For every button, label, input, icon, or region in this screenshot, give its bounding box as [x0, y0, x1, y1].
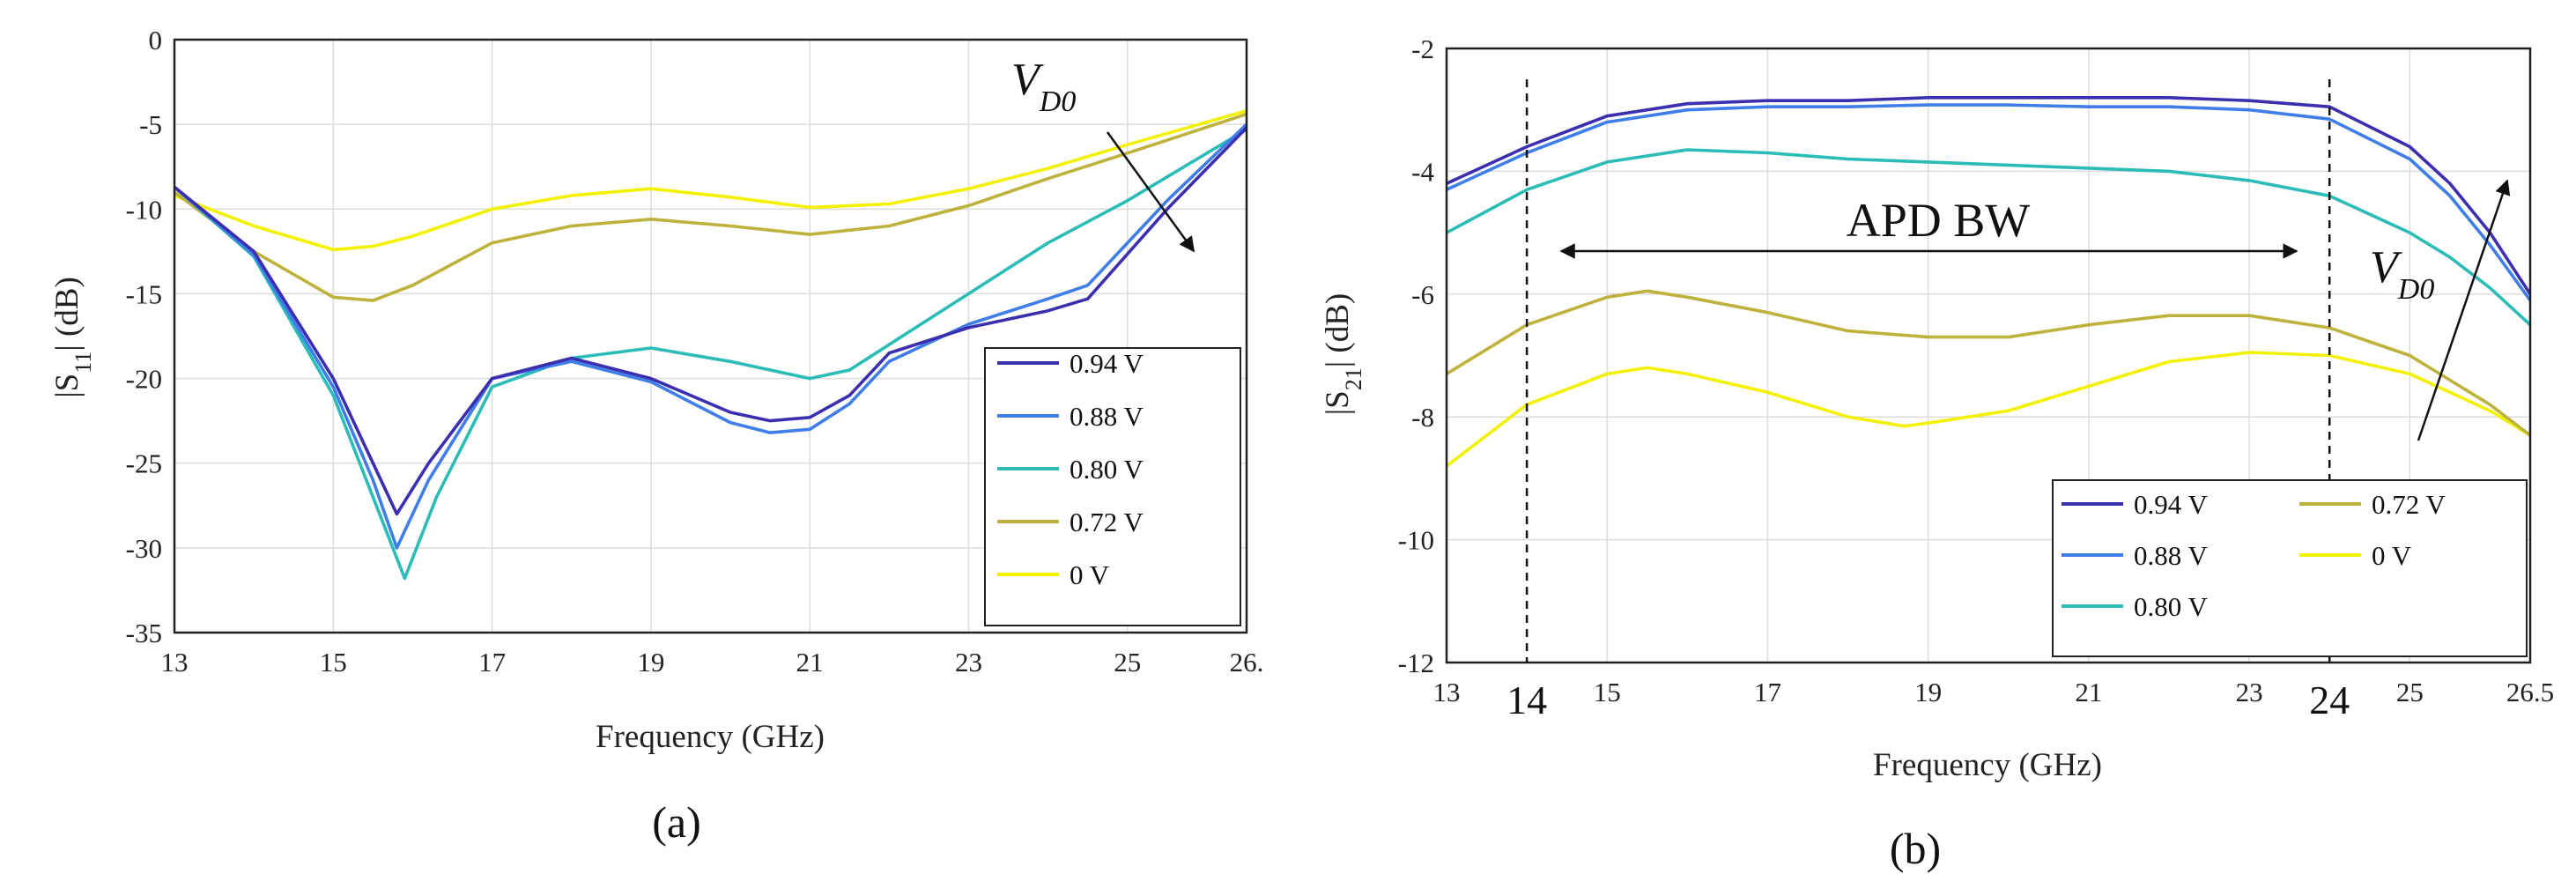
y-tick-label: -4 [1411, 156, 1434, 187]
y-tick-label: 0 [149, 25, 163, 56]
x-tick-label: 13 [161, 647, 189, 678]
legend-label: 0.88 V [2134, 540, 2208, 571]
legend-label: 0.94 V [2134, 489, 2208, 520]
y-tick-label: -20 [126, 364, 162, 395]
x-tick-label: 23 [2236, 677, 2263, 707]
panel-a-y-axis-label: |S11| (dB) [49, 277, 96, 398]
series-line-0-94-V [173, 126, 1248, 516]
y-tick-label: -12 [1398, 648, 1434, 678]
y-tick-label: -15 [126, 278, 162, 309]
x-tick-label: 26. [1230, 647, 1264, 678]
y-tick-label: -5 [139, 109, 162, 140]
y-tick-label: -10 [1398, 525, 1434, 556]
panel-a-vd0-annotation: VD0 [1011, 55, 1076, 118]
series-line-0-80-V [1446, 148, 2532, 327]
panel-a-gridlines [174, 39, 1247, 633]
legend-label: 0.88 V [1070, 401, 1144, 432]
panel-b-plot-frame [1445, 47, 2532, 664]
panel-a-legend [984, 347, 1241, 626]
legend-label: 0.72 V [1070, 507, 1144, 537]
apd-bw-label: APD BW [1847, 194, 2031, 247]
panel-b-caption: (b) [1890, 824, 1941, 873]
x-tick-label: 13 [1433, 677, 1461, 707]
series-line-0-88-V [173, 122, 1248, 550]
legend-label: 0.80 V [2134, 591, 2208, 622]
panel-a-caption: (a) [652, 797, 701, 847]
panel-a-plot-frame [173, 38, 1248, 634]
series-line-0-V [1445, 351, 2531, 468]
legend-label: 0 V [1070, 559, 1110, 590]
x-tick-label: 21 [796, 647, 824, 678]
x-tick-label: 15 [320, 647, 347, 678]
panel-a-x-ticks: 13 15 17 19 21 23 25 26. [161, 647, 1264, 678]
y-tick-label: -30 [126, 533, 162, 564]
panel-b-vd0-arrow [2417, 179, 2511, 441]
series-line-0-94-V [1446, 96, 2532, 295]
x-tick-label: 19 [1914, 677, 1942, 707]
series-line-0-72-V [1446, 289, 2532, 437]
panel-b-y-ticks: -2 -4 -6 -8 -10 -12 [1398, 33, 1435, 678]
bw-marker-label: 24 [2309, 678, 2350, 722]
panel-b-legend [2052, 479, 2528, 657]
panel-b-x-ticks: 13 15 17 19 21 23 25 26.5 [1433, 677, 2555, 707]
panel-a-legend-entries: 0.94 V 0.88 V 0.80 V 0.72 V 0 V [997, 348, 1144, 590]
panel-a-s11: 0-5-10-15-20-25-30-35 13 15 17 19 21 23 25 26. … [49, 25, 1263, 847]
x-tick-label: 21 [2075, 677, 2102, 707]
y-tick-label: -10 [126, 194, 162, 225]
legend-label: 0.94 V [1070, 348, 1144, 379]
legend-label: 0.80 V [1070, 454, 1144, 485]
panel-a-series [173, 109, 1248, 581]
x-tick-label: 25 [1114, 647, 1141, 678]
panel-a-y-ticks: 0 -5 -10 -15 -20 -25 -30 -35 [126, 25, 162, 648]
panel-a-vd0-arrow [1106, 131, 1195, 253]
x-tick-label: 26.5 [2506, 677, 2554, 707]
panel-b-y-axis-label: |S21| (dB) [1320, 293, 1366, 415]
legend-label: 0 V [2372, 540, 2412, 571]
x-tick-label: 17 [478, 647, 506, 678]
panel-b-legend-entries: 0.94 V 0.88 V 0.80 V 0.72 V 0 V [2062, 489, 2446, 622]
series-line-0-80-V [173, 128, 1247, 581]
y-tick-label: -35 [126, 618, 162, 648]
y-tick-label: -8 [1411, 402, 1434, 433]
x-tick-label: 17 [1754, 677, 1781, 707]
x-tick-label: 23 [955, 647, 982, 678]
y-tick-label: -6 [1411, 279, 1434, 310]
panel-b-series [1445, 96, 2532, 468]
series-line-0-V [174, 109, 1247, 252]
panel-b-s21: 14 24 -2 -4 -6 -8 -10 -12 13 15 17 19 21 23 25 26.5 F… [1320, 33, 2554, 873]
panel-a-x-axis-label: Frequency (GHz) [596, 719, 825, 755]
x-tick-label: 19 [637, 647, 664, 678]
panel-b-x-axis-label: Frequency (GHz) [1873, 747, 2102, 783]
bw-marker-label: 14 [1506, 678, 1547, 722]
y-tick-label: -2 [1411, 33, 1434, 64]
legend-label: 0.72 V [2372, 489, 2446, 520]
x-tick-label: 15 [1594, 677, 1621, 707]
panel-b-vd0-annotation: VD0 [2370, 242, 2434, 306]
y-tick-label: -25 [126, 448, 162, 479]
series-line-0-72-V [173, 112, 1247, 302]
series-line-0-88-V [1446, 103, 2532, 301]
x-tick-label: 25 [2396, 677, 2424, 707]
